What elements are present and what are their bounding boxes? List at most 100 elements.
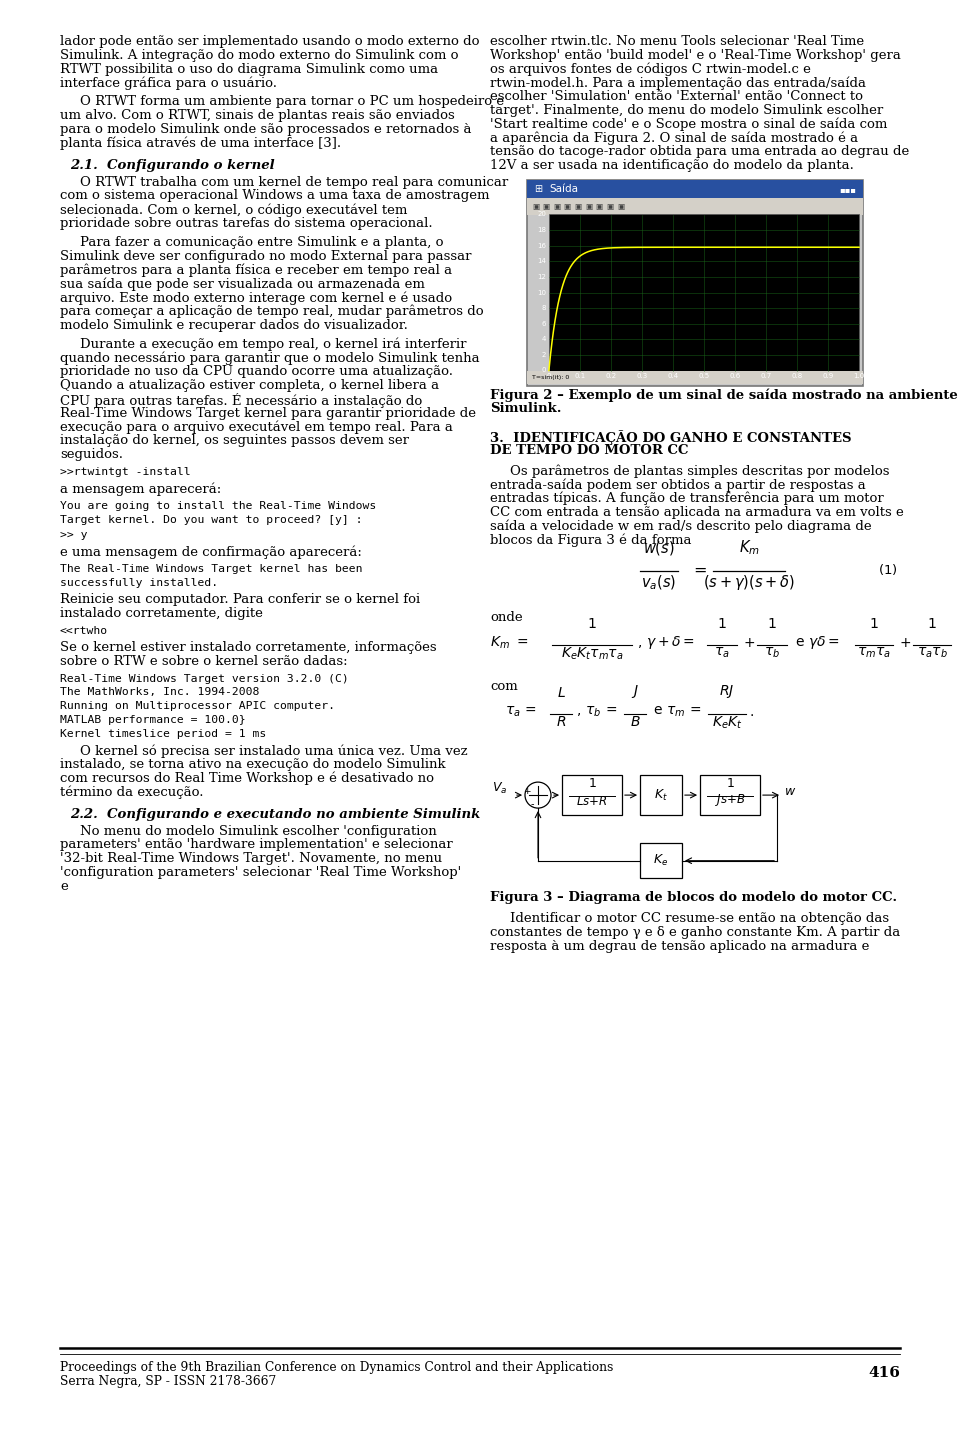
Text: $R$: $R$ xyxy=(556,715,566,728)
Text: $(1)$: $(1)$ xyxy=(878,561,898,577)
Text: 14: 14 xyxy=(537,258,546,264)
Text: $\tau_a\tau_b$: $\tau_a\tau_b$ xyxy=(917,646,948,661)
Text: $K_m$: $K_m$ xyxy=(738,538,759,557)
Text: lador pode então ser implementado usando o modo externo do: lador pode então ser implementado usando… xyxy=(60,34,479,47)
Text: $1$: $1$ xyxy=(767,617,777,632)
Text: tensão do tacoge-rador obtida para uma entrada ao degrau de: tensão do tacoge-rador obtida para uma e… xyxy=(490,145,909,158)
Text: CPU para outras tarefas. É necessário a instalação do: CPU para outras tarefas. É necessário a … xyxy=(60,392,422,408)
Text: -: - xyxy=(530,798,534,808)
Text: arquivo. Este modo externo interage com kernel e é usado: arquivo. Este modo externo interage com … xyxy=(60,292,452,304)
Text: RTWT possibilita o uso do diagrama Simulink como uma: RTWT possibilita o uso do diagrama Simul… xyxy=(60,63,438,76)
Text: $\tau_b$: $\tau_b$ xyxy=(764,646,780,661)
Text: entradas típicas. A função de transferência para um motor: entradas típicas. A função de transferên… xyxy=(490,491,884,505)
Text: $(s+\gamma)(s+\delta)$: $(s+\gamma)(s+\delta)$ xyxy=(703,573,795,593)
Text: interface gráfica para o usuário.: interface gráfica para o usuário. xyxy=(60,76,277,90)
Text: $K_e$: $K_e$ xyxy=(654,853,668,869)
Text: a aparência da Figura 2. O sinal de saída mostrado é a: a aparência da Figura 2. O sinal de saíd… xyxy=(490,132,858,145)
Text: $Ls{+}R$: $Ls{+}R$ xyxy=(576,796,608,808)
Text: $RJ$: $RJ$ xyxy=(719,684,734,701)
Text: No menu do modelo Simulink escolher 'configuration: No menu do modelo Simulink escolher 'con… xyxy=(80,824,437,837)
Text: parâmetros para a planta física e receber em tempo real a: parâmetros para a planta física e recebe… xyxy=(60,263,452,277)
Text: $\tau_a$: $\tau_a$ xyxy=(714,646,730,661)
Text: $L$: $L$ xyxy=(557,686,565,701)
Text: modelo Simulink e recuperar dados do visualizador.: modelo Simulink e recuperar dados do vis… xyxy=(60,319,408,332)
Text: $K_t$: $K_t$ xyxy=(654,787,668,803)
Text: Serra Negra, SP - ISSN 2178-3667: Serra Negra, SP - ISSN 2178-3667 xyxy=(60,1376,276,1389)
Text: quando necessário para garantir que o modelo Simulink tenha: quando necessário para garantir que o mo… xyxy=(60,352,480,365)
Text: ▣: ▣ xyxy=(553,201,561,211)
Text: ▣: ▣ xyxy=(564,201,571,211)
Text: $\mathrm{e}\ \tau_m\,=$: $\mathrm{e}\ \tau_m\,=$ xyxy=(653,705,702,719)
Text: com o sistema operacional Windows a uma taxa de amostragem: com o sistema operacional Windows a uma … xyxy=(60,190,490,202)
Text: MATLAB performance = 100.0}: MATLAB performance = 100.0} xyxy=(60,715,246,725)
Text: 0.3: 0.3 xyxy=(636,373,648,379)
Text: DE TEMPO DO MOTOR CC: DE TEMPO DO MOTOR CC xyxy=(490,444,688,458)
Text: $\tau_m\tau_a$: $\tau_m\tau_a$ xyxy=(857,646,891,661)
Text: Quando a atualização estiver completa, o kernel libera a: Quando a atualização estiver completa, o… xyxy=(60,379,439,392)
Text: Real-Time Windows Target kernel para garantir prioridade de: Real-Time Windows Target kernel para gar… xyxy=(60,406,476,419)
Text: Workshop' então 'build model' e o 'Real-Time Workshop' gera: Workshop' então 'build model' e o 'Real-… xyxy=(490,49,900,62)
Text: Proceedings of the 9th Brazilian Conference on Dynamics Control and their Applic: Proceedings of the 9th Brazilian Confere… xyxy=(60,1361,613,1374)
Text: ▪▪▪: ▪▪▪ xyxy=(839,185,856,194)
Text: ▣: ▣ xyxy=(617,201,624,211)
Text: Target kernel. Do you want to proceed? [y] :: Target kernel. Do you want to proceed? [… xyxy=(60,514,363,524)
Text: os arquivos fontes de códigos C rtwin-model.c e: os arquivos fontes de códigos C rtwin-mo… xyxy=(490,63,811,76)
Text: ▣: ▣ xyxy=(542,201,550,211)
Text: $1$: $1$ xyxy=(588,777,596,790)
Text: O kernel só precisa ser instalado uma única vez. Uma vez: O kernel só precisa ser instalado uma ún… xyxy=(80,744,468,758)
Text: 0: 0 xyxy=(541,368,546,373)
Text: ⊞: ⊞ xyxy=(534,184,542,194)
Text: $v_a(s)$: $v_a(s)$ xyxy=(641,573,677,592)
Text: resposta à um degrau de tensão aplicado na armadura e: resposta à um degrau de tensão aplicado … xyxy=(490,939,870,952)
Text: blocos da Figura 3 é da forma: blocos da Figura 3 é da forma xyxy=(490,533,691,547)
Text: Os parâmetros de plantas simples descritas por modelos: Os parâmetros de plantas simples descrit… xyxy=(510,464,890,478)
Text: $w(s)$: $w(s)$ xyxy=(643,538,675,557)
Text: prioridade sobre outras tarefas do sistema operacional.: prioridade sobre outras tarefas do siste… xyxy=(60,217,433,230)
Text: 'Start realtime code' e o Scope mostra o sinal de saída com: 'Start realtime code' e o Scope mostra o… xyxy=(490,118,887,131)
Text: 10: 10 xyxy=(537,290,546,296)
Text: seguidos.: seguidos. xyxy=(60,448,123,461)
Text: Simulink deve ser configurado no modo External para passar: Simulink deve ser configurado no modo Ex… xyxy=(60,250,471,263)
Text: O RTWT forma um ambiente para tornar o PC um hospedeiro e: O RTWT forma um ambiente para tornar o P… xyxy=(80,95,504,108)
Bar xyxy=(562,775,622,816)
Text: prioridade no uso da CPU quando ocorre uma atualização.: prioridade no uso da CPU quando ocorre u… xyxy=(60,365,453,378)
Text: instalado corretamente, digite: instalado corretamente, digite xyxy=(60,607,263,620)
Text: '32-bit Real-Time Windows Target'. Novamente, no menu: '32-bit Real-Time Windows Target'. Novam… xyxy=(60,852,443,866)
Text: 2: 2 xyxy=(541,352,546,358)
Text: $K_eK_t$: $K_eK_t$ xyxy=(711,715,742,731)
Text: $Js{+}B$: $Js{+}B$ xyxy=(714,791,745,808)
Text: Saída: Saída xyxy=(549,184,578,194)
Text: e uma mensagem de confirmação aparecerá:: e uma mensagem de confirmação aparecerá: xyxy=(60,546,362,559)
Text: 20: 20 xyxy=(537,211,546,217)
Text: com recursos do Real Time Workshop e é desativado no: com recursos do Real Time Workshop e é d… xyxy=(60,771,434,785)
Text: 2.2.  Configurando e executando no ambiente Simulink: 2.2. Configurando e executando no ambien… xyxy=(70,808,480,821)
Text: parameters' então 'hardware implementation' e selecionar: parameters' então 'hardware implementati… xyxy=(60,839,453,852)
Text: Real-Time Windows Target version 3.2.0 (C): Real-Time Windows Target version 3.2.0 (… xyxy=(60,673,348,684)
Bar xyxy=(640,843,682,879)
Text: selecionada. Com o kernel, o código executável tem: selecionada. Com o kernel, o código exec… xyxy=(60,204,407,217)
Text: 8: 8 xyxy=(541,304,546,312)
Text: 3.  IDENTIFICAÇÃO DO GANHO E CONSTANTES: 3. IDENTIFICAÇÃO DO GANHO E CONSTANTES xyxy=(490,431,852,445)
Text: 12: 12 xyxy=(537,274,546,280)
Text: $V_a$: $V_a$ xyxy=(492,781,507,796)
Bar xyxy=(527,370,863,383)
Text: instalação do kernel, os seguintes passos devem ser: instalação do kernel, os seguintes passo… xyxy=(60,434,409,447)
Text: Para fazer a comunicação entre Simulink e a planta, o: Para fazer a comunicação entre Simulink … xyxy=(80,236,444,248)
Text: Kernel timeslice period = 1 ms: Kernel timeslice period = 1 ms xyxy=(60,729,266,738)
Text: Running on Multiprocessor APIC computer.: Running on Multiprocessor APIC computer. xyxy=(60,701,335,711)
Text: $1$: $1$ xyxy=(869,617,878,632)
Text: $1$: $1$ xyxy=(588,617,597,632)
Text: onde: onde xyxy=(490,610,522,625)
Text: successfully installed.: successfully installed. xyxy=(60,577,218,587)
Text: $w$: $w$ xyxy=(784,784,796,797)
Text: 4: 4 xyxy=(541,336,546,342)
Text: 0: 0 xyxy=(546,373,551,379)
Text: $J$: $J$ xyxy=(631,684,639,701)
Text: 416: 416 xyxy=(868,1366,900,1380)
Text: Simulink. A integração do modo externo do Simulink com o: Simulink. A integração do modo externo d… xyxy=(60,49,459,62)
Text: 2.1.  Configurando o kernel: 2.1. Configurando o kernel xyxy=(70,159,275,172)
Text: constantes de tempo γ e δ e ganho constante Km. A partir da: constantes de tempo γ e δ e ganho consta… xyxy=(490,926,900,939)
Text: Se o kernel estiver instalado corretamente, informações: Se o kernel estiver instalado corretamen… xyxy=(60,640,437,653)
Text: escolher 'Simulation' então 'External' então 'Connect to: escolher 'Simulation' então 'External' e… xyxy=(490,90,863,103)
Text: ▣: ▣ xyxy=(585,201,592,211)
